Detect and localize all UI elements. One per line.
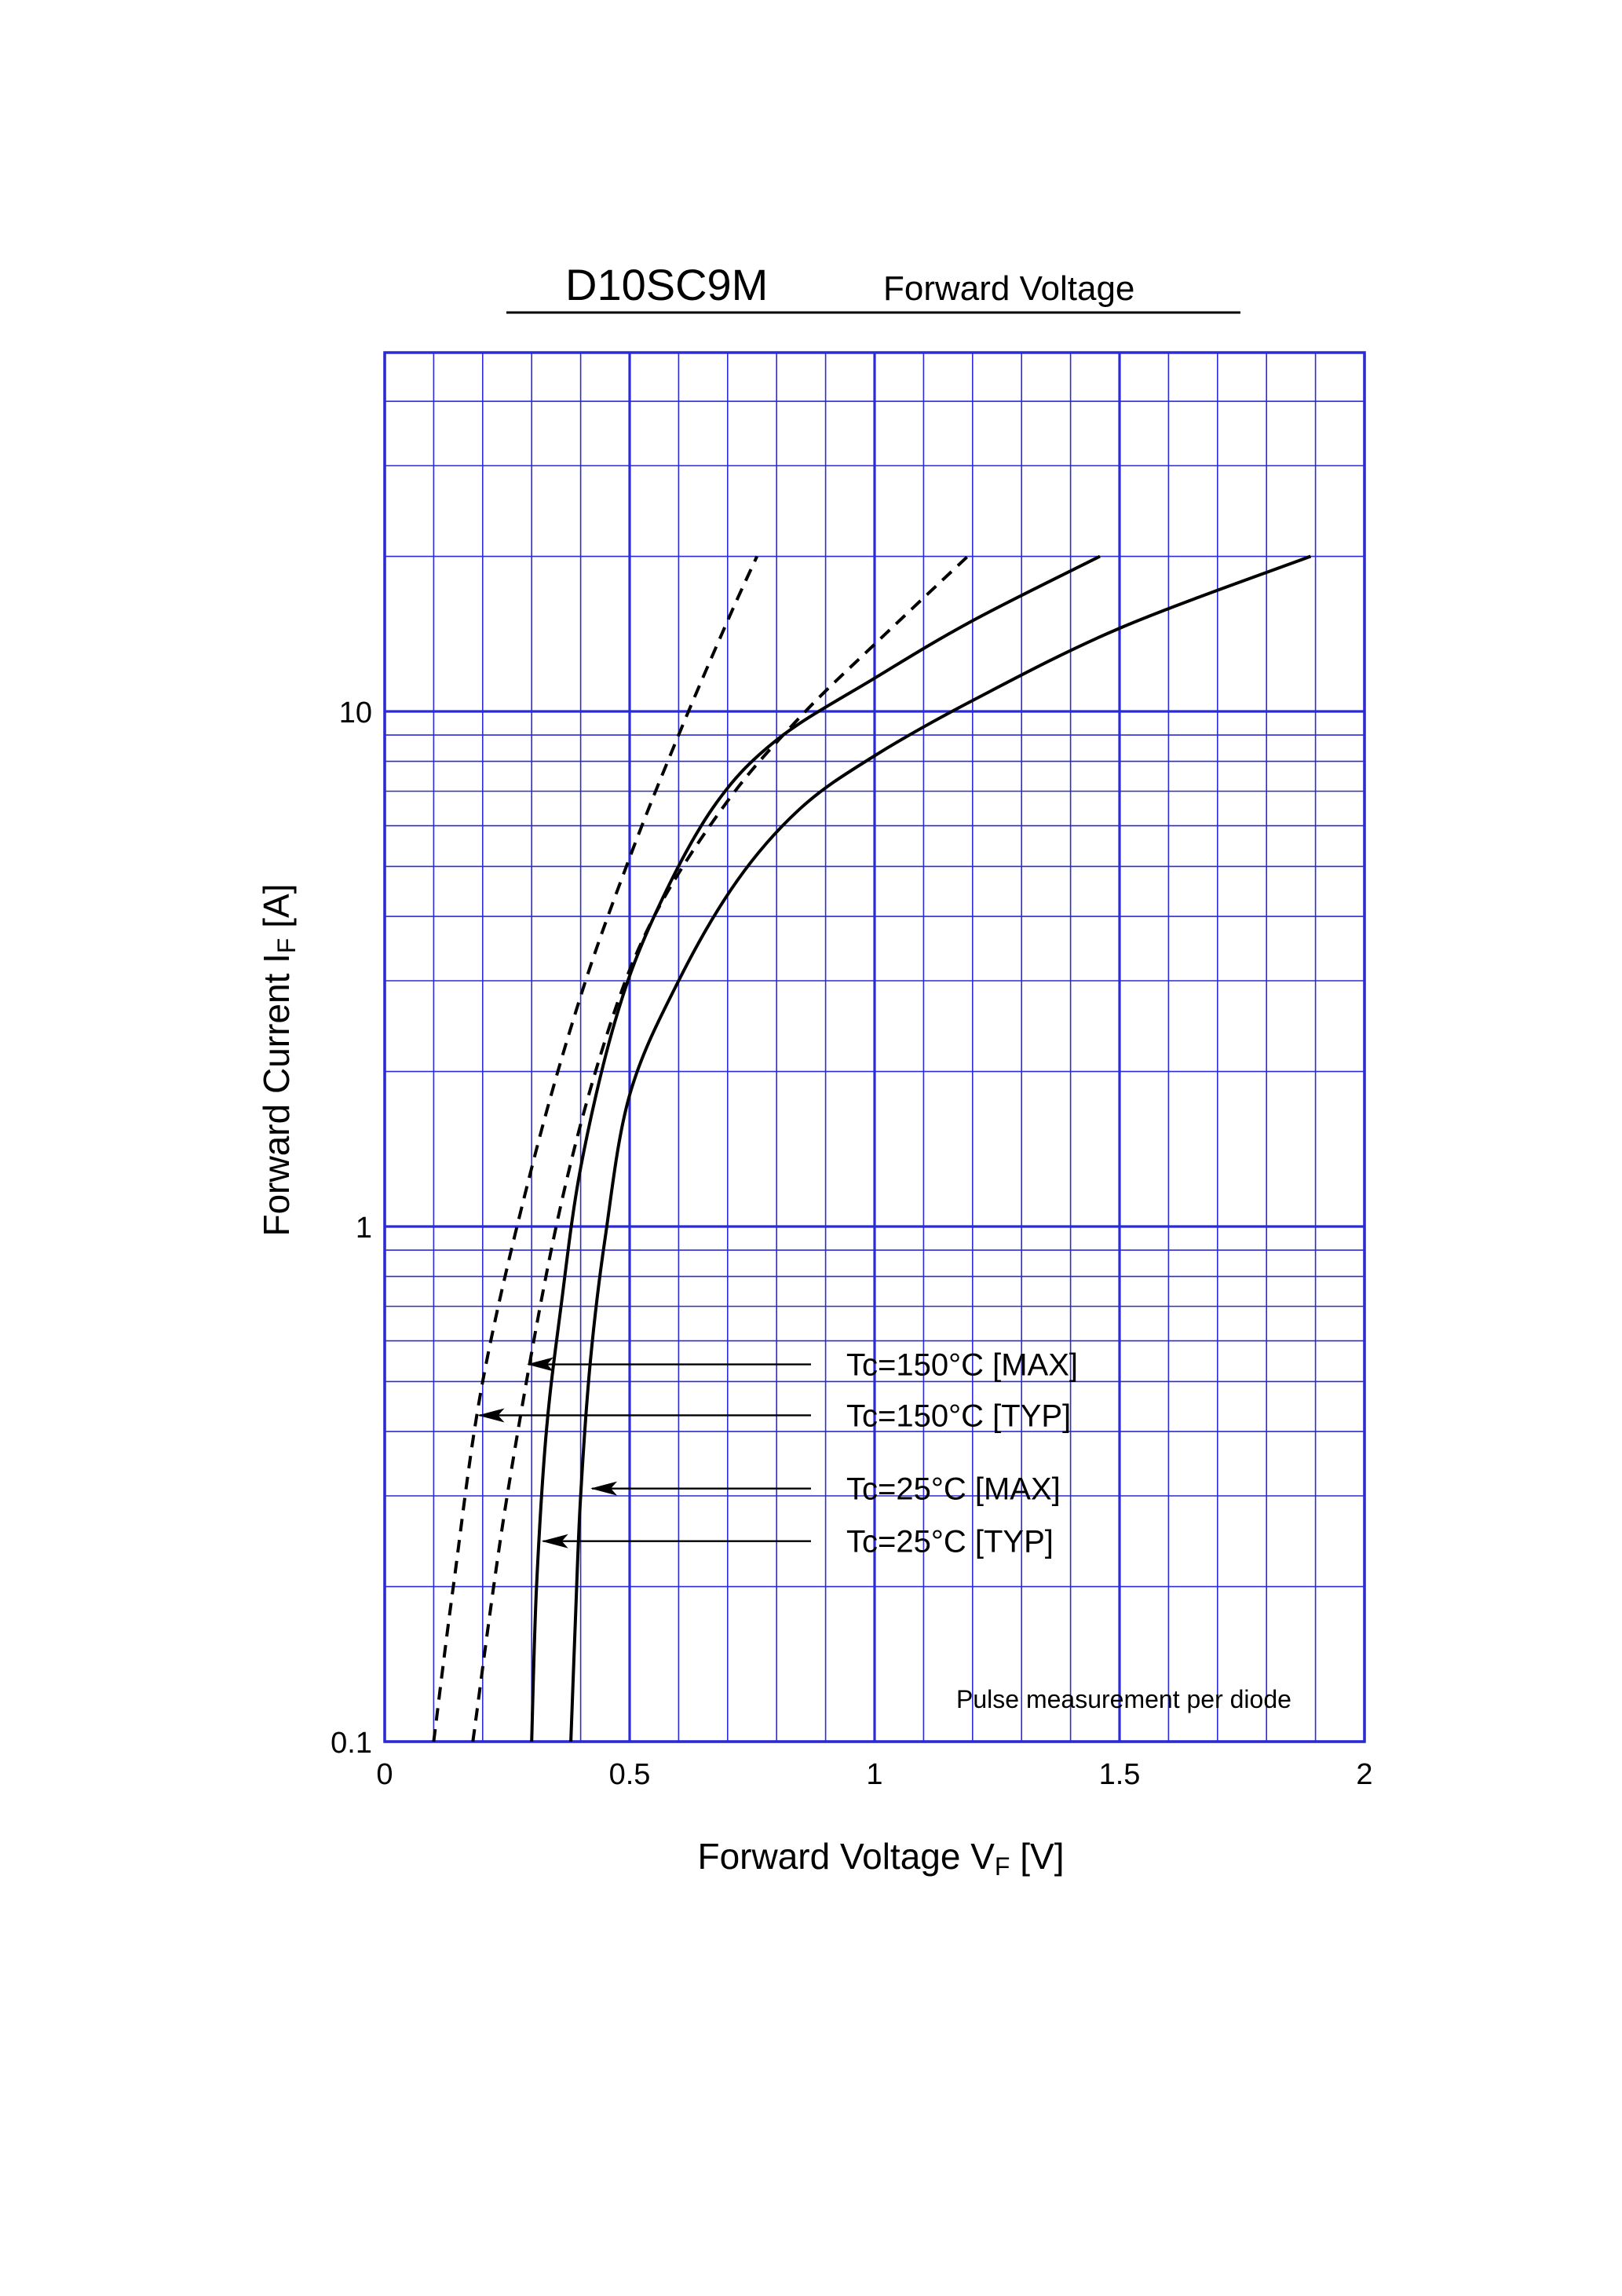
annotation-label-2: Tc=25°C [MAX] [846,1472,1061,1507]
series-line-1 [471,555,969,1742]
annotation-arrowhead-1 [477,1408,505,1423]
x-axis-label-sub: F [995,1852,1010,1881]
y-axis-label-sub: F [272,938,301,954]
x-tick-label: 0.5 [609,1758,651,1791]
x-axis-label-main: Forward Voltage V [698,1836,995,1877]
y-axis-label-main: Forward Current I [256,953,297,1236]
annotation-arrowhead-2 [590,1481,618,1496]
x-axis-label: Forward Voltage VF [V] [698,1836,1065,1881]
x-tick-label: 1.5 [1099,1758,1141,1791]
chart-subtitle: Forward Voltage [883,269,1134,308]
series-line-0 [432,555,759,1742]
x-tick-label: 0 [376,1758,393,1791]
series-line-2 [530,554,1101,1742]
annotation-label-3: Tc=25°C [TYP] [846,1525,1054,1559]
chart-title: D10SC9M [565,260,768,309]
pulse-note: Pulse measurement per diode [956,1685,1291,1713]
annotation-arrowhead-3 [541,1534,568,1548]
x-tick-label: 1 [866,1758,882,1791]
series-layer [432,554,1312,1742]
x-tick-label: 2 [1356,1758,1372,1791]
y-tick-label: 10 [339,696,372,729]
annotation-label-0: Tc=150°C [MAX] [846,1348,1078,1383]
annotation-arrowhead-0 [526,1357,553,1372]
y-axis-label: Forward Current IF [A] [256,883,301,1236]
x-axis-label-unit: [V] [1010,1836,1064,1877]
annotation-label-1: Tc=150°C [TYP] [846,1398,1071,1433]
grid [383,351,1366,1743]
plot-frame [383,351,1366,1743]
y-tick-label: 1 [356,1212,372,1245]
annotations: Tc=150°C [MAX] Tc=150°C [TYP] Tc=25°C [MAX… [477,1348,1078,1559]
tick-labels: 0 0.5 1 1.5 2 0.1 1 10 [331,696,1372,1791]
y-tick-label: 0.1 [331,1727,372,1760]
y-axis-label-unit: [A] [256,883,297,938]
series-line-3 [569,554,1312,1742]
